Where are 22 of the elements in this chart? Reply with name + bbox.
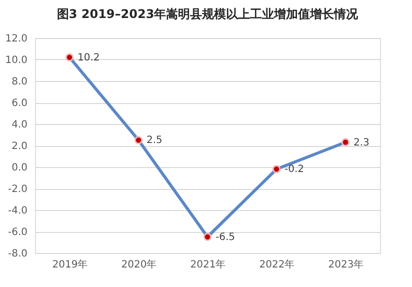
y-tick-label: -6.0 — [8, 227, 28, 238]
data-label: 2.5 — [146, 135, 162, 146]
chart-title: 图3 2019–2023年嵩明县规模以上工业增加值增长情况 — [56, 7, 360, 21]
x-tick-label: 2019年 — [52, 258, 88, 270]
y-tick-label: -8.0 — [8, 248, 28, 260]
data-label: 2.3 — [354, 137, 370, 148]
x-tick-label: 2020年 — [121, 258, 157, 270]
y-tick-label: 0.0 — [12, 162, 28, 174]
y-tick-label: -4.0 — [8, 206, 28, 216]
y-tick-label: 8.0 — [12, 76, 28, 88]
y-tick-label: 4.0 — [12, 120, 28, 130]
y-tick-label: 10.0 — [5, 55, 28, 66]
y-tick-label: -2.0 — [8, 184, 28, 195]
y-tick-label: 12.0 — [5, 34, 28, 44]
x-tick-label: 2022年 — [259, 258, 295, 270]
data-label: 10.2 — [78, 52, 100, 64]
x-tick-label: 2023年 — [328, 258, 364, 270]
data-label: -6.5 — [216, 232, 236, 243]
y-tick-label: 2.0 — [12, 141, 28, 152]
data-label: -0.2 — [284, 164, 304, 176]
x-tick-label: 2021年 — [190, 258, 226, 270]
y-tick-label: 6.0 — [12, 98, 28, 109]
